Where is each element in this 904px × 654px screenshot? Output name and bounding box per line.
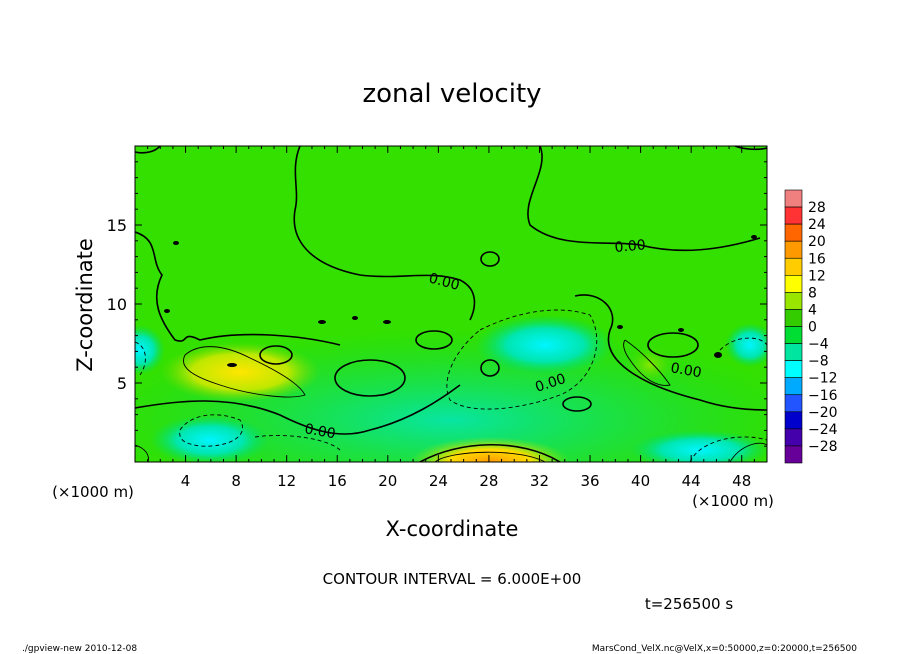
x-tick-label: 28 xyxy=(479,472,498,490)
y-tick-label: 10 xyxy=(107,295,127,314)
colorbar-level-label: 24 xyxy=(808,217,826,233)
field-negative-center xyxy=(475,315,615,375)
contour-label: 0.00 xyxy=(614,237,646,256)
x-tick-label: 48 xyxy=(732,472,751,490)
colorbar-level-label: −12 xyxy=(808,371,838,387)
positive-contours xyxy=(135,339,767,462)
y-unit-label: (×1000 m) xyxy=(52,483,134,501)
colorbar-level-label: 8 xyxy=(808,285,817,301)
colorbar-level-label: 16 xyxy=(808,251,826,267)
colorbar-swatch xyxy=(784,360,803,378)
colorbar-swatch xyxy=(784,377,803,396)
colorbar-swatch xyxy=(784,189,803,208)
x-tick-label: 40 xyxy=(631,472,650,490)
field-positive-left xyxy=(160,342,320,402)
footer-left: ./gpview-new 2010-12-08 xyxy=(22,644,137,654)
colorbar-level-label: −8 xyxy=(808,354,829,370)
colorbar-level-label: −16 xyxy=(808,388,838,404)
x-axis-title: X-coordinate xyxy=(386,517,519,541)
colorbar-swatch xyxy=(784,257,803,276)
footer-right: MarsCond_VelX.nc@VelX,x=0:50000,z=0:2000… xyxy=(592,644,857,654)
colorbar-swatch xyxy=(784,394,803,413)
time-stamp: t=256500 s xyxy=(645,595,733,613)
x-tick-label: 36 xyxy=(580,472,599,490)
x-tick-label: 32 xyxy=(530,472,549,490)
y-tick-label: 5 xyxy=(117,374,127,393)
x-tick-label: 16 xyxy=(328,472,347,490)
colorbar-level-label: 0 xyxy=(808,320,817,336)
colorbar-swatch xyxy=(784,326,803,344)
colorbar-level-label: −20 xyxy=(808,405,838,421)
x-tick-label: 24 xyxy=(429,472,448,490)
x-tick-label: 8 xyxy=(231,472,241,490)
x-tick-label: 20 xyxy=(378,472,397,490)
y-axis-title: Z-coordinate xyxy=(73,238,97,372)
contour-interval: CONTOUR INTERVAL = 6.000E+00 xyxy=(323,570,582,588)
small-cells xyxy=(164,235,757,367)
field-negative-right-edge xyxy=(725,323,767,367)
chart-title: zonal velocity xyxy=(362,79,541,109)
contour-label: 0.00 xyxy=(303,421,336,442)
contour-labels: 0.00 0.00 0.00 0.00 0.00 xyxy=(303,237,702,442)
plot-area: 0.00 0.00 0.00 0.00 0.00 xyxy=(135,146,767,462)
colorbar-level-label: −28 xyxy=(808,439,838,455)
colorbar-swatch xyxy=(784,275,803,293)
colorbar-level-label: 4 xyxy=(808,302,817,318)
contour-label: 0.00 xyxy=(669,360,702,381)
colorbar-swatch xyxy=(784,309,803,327)
colorbar-swatch xyxy=(784,411,803,430)
x-axis: 4 8 12 16 20 24 28 32 36 40 44 48 xyxy=(134,146,768,490)
colorbar-level-label: 28 xyxy=(808,200,826,216)
zero-contours xyxy=(135,146,767,462)
colorbar-swatch xyxy=(784,343,803,361)
y-axis: 5 10 15 xyxy=(107,145,767,463)
colorbar-level-label: −4 xyxy=(808,337,829,353)
field-positive-right xyxy=(625,345,675,385)
colorbar-level-label: −24 xyxy=(808,422,838,438)
x-tick-label: 44 xyxy=(682,472,701,490)
colorbar-swatch xyxy=(784,223,803,242)
field-negative-left-edge xyxy=(135,325,165,375)
colorbar-level-label: 20 xyxy=(808,234,826,250)
y-tick-label: 15 xyxy=(107,216,127,235)
colorbar-swatch xyxy=(784,428,803,447)
field-negative-bottom-left xyxy=(150,415,270,462)
x-tick-label: 4 xyxy=(181,472,191,490)
dashed-contours xyxy=(135,309,767,462)
colorbar-swatch xyxy=(784,292,803,310)
colorbar-swatch xyxy=(784,206,803,225)
x-tick-label: 12 xyxy=(277,472,296,490)
x-unit-label: (×1000 m) xyxy=(692,492,774,510)
colorbar-swatch xyxy=(784,240,803,259)
contour-label: 0.00 xyxy=(427,270,461,294)
colorbar-level-label: 12 xyxy=(808,268,826,284)
colorbar-swatch xyxy=(784,445,803,464)
